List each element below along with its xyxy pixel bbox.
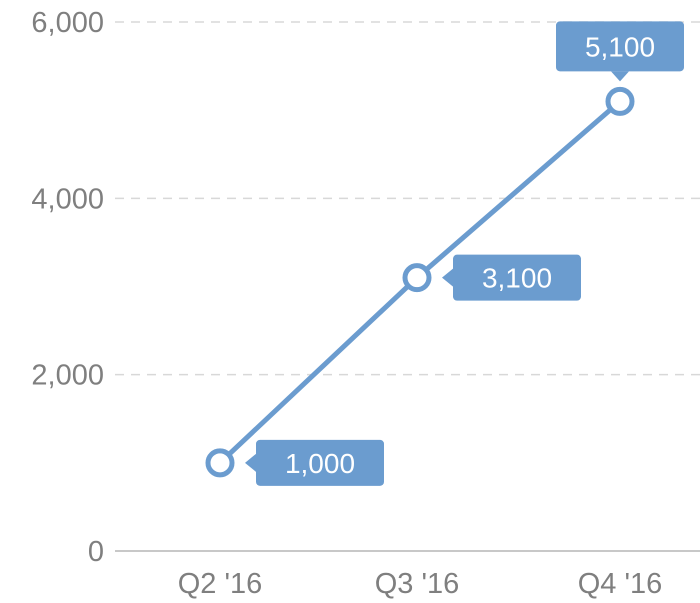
data-point-marker (605, 86, 635, 116)
data-label-pointer (245, 453, 256, 472)
data-label: 3,100 (442, 254, 581, 301)
y-tick-label: 2,000 (31, 360, 104, 392)
y-tick-label: 0 (88, 536, 104, 568)
x-tick-label: Q3 '16 (375, 568, 460, 600)
data-label: 1,000 (245, 439, 384, 486)
data-label-text: 3,100 (482, 263, 552, 294)
y-tick-label: 4,000 (31, 183, 104, 215)
data-point-marker (205, 448, 235, 478)
data-label: 5,100 (556, 21, 684, 82)
data-label-pointer (442, 268, 453, 287)
y-tick-label: 6,000 (31, 7, 104, 39)
data-label-box (453, 254, 581, 301)
x-tick-label: Q4 '16 (578, 568, 663, 600)
data-label-box (256, 439, 384, 486)
data-point-marker (402, 263, 432, 293)
data-label-text: 5,100 (585, 31, 655, 62)
data-label-box (556, 21, 684, 72)
x-tick-label: Q2 '16 (178, 568, 263, 600)
data-label-pointer (611, 71, 629, 82)
data-label-text: 1,000 (285, 448, 355, 479)
